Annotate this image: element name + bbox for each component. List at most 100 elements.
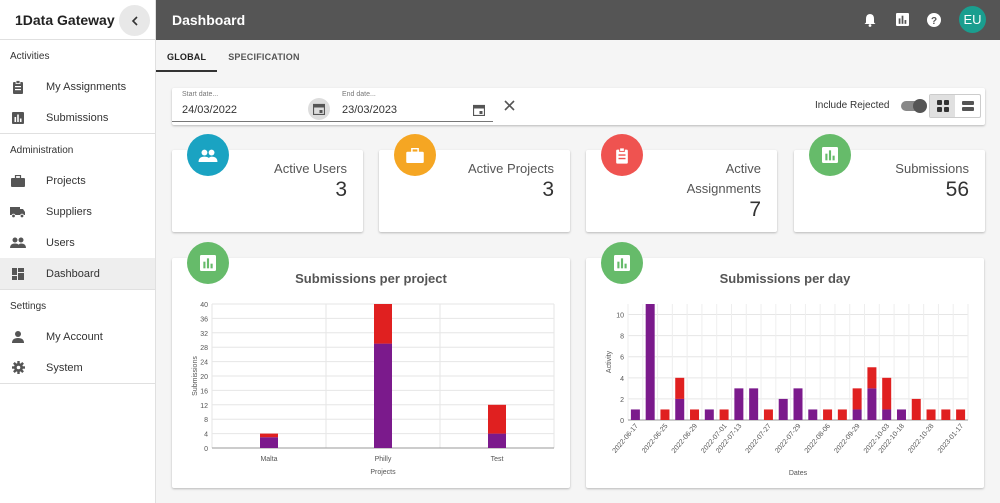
submissions-per-day-chart: 0 2 4 6 8 10 2022-06-17 2022-06-25 2022-06-29 202…	[606, 304, 969, 477]
sidebar-item-label: My Account	[46, 330, 103, 343]
bar-segment	[852, 388, 862, 410]
x-tick-label: 2023-01-17	[937, 423, 965, 455]
include-rejected-toggle[interactable]	[901, 99, 927, 113]
sidebar-item-submissions[interactable]: Submissions	[0, 102, 155, 133]
bar-segment	[793, 388, 803, 420]
view-mode-toggle	[929, 94, 981, 118]
start-calendar-icon[interactable]	[308, 98, 330, 120]
stat-value: 56	[945, 178, 969, 201]
end-date-label: End date...	[342, 91, 376, 98]
bar-segment	[867, 388, 877, 420]
include-rejected-label: Include Rejected	[815, 100, 890, 111]
sidebar-section-activities: Activities	[10, 51, 50, 62]
sidebar-item-label: Projects	[46, 174, 86, 187]
start-date-field[interactable]: Start date... 24/03/2022	[172, 88, 333, 122]
y-axis-title: Submissions	[192, 356, 199, 396]
brand-title: 1Data Gateway	[15, 11, 115, 28]
user-avatar[interactable]: EU	[959, 6, 986, 33]
svg-text:?: ?	[931, 16, 937, 27]
bar-segment	[763, 409, 773, 420]
sidebar-item-projects[interactable]: Projects	[0, 165, 155, 196]
dashboard-icon	[10, 266, 26, 282]
y-tick-label: 10	[616, 313, 624, 320]
sidebar-item-my-account[interactable]: My Account	[0, 321, 155, 352]
y-tick-label: 28	[200, 345, 208, 352]
sidebar-item-system[interactable]: System	[0, 352, 155, 383]
bar-segment	[260, 437, 278, 448]
list-view-button[interactable]	[955, 95, 980, 117]
x-tick-label: 2022-07-27	[745, 423, 773, 455]
y-tick-label: 8	[204, 417, 208, 424]
people-icon	[10, 235, 26, 251]
grid-icon	[936, 100, 949, 112]
x-tick-label: 2022-09-29	[833, 423, 861, 455]
bar-segment	[630, 409, 640, 420]
bar-segment	[749, 388, 759, 420]
y-tick-label: 12	[200, 403, 208, 410]
reports-chart-icon[interactable]	[891, 9, 913, 31]
sidebar-item-suppliers[interactable]: Suppliers	[0, 196, 155, 227]
tab-specification[interactable]: SPECIFICATION	[228, 52, 300, 62]
bar-segment	[645, 304, 655, 420]
sidebar-section-administration: Administration	[10, 145, 74, 156]
stat-title: Active Users	[274, 161, 347, 176]
bar-segment	[882, 377, 892, 410]
clipboard-icon	[10, 79, 26, 95]
stat-title: Submissions	[895, 161, 969, 176]
y-tick-label: 0	[620, 418, 624, 425]
collapse-sidebar-button[interactable]	[119, 5, 150, 36]
bar-segment	[956, 409, 966, 420]
bar-segment	[374, 304, 392, 344]
x-tick-label: 2022-06-25	[641, 423, 669, 455]
bar-segment	[882, 409, 892, 420]
date-filter-bar: Start date... 24/03/2022 End date... 23/…	[172, 88, 985, 125]
stat-title-line-2: Assignments	[686, 181, 761, 196]
y-tick-label: 16	[200, 388, 208, 395]
sidebar-item-dashboard[interactable]: Dashboard	[0, 258, 155, 289]
briefcase-icon	[10, 173, 26, 189]
bar-segment	[911, 398, 921, 420]
stat-value: 3	[542, 178, 554, 201]
y-tick-label: 4	[620, 376, 624, 383]
chart-title: Submissions per day	[719, 271, 851, 286]
bar-segment	[808, 409, 818, 420]
sidebar-item-my-assignments[interactable]: My Assignments	[0, 71, 155, 102]
stat-title-line-1: Active	[725, 161, 761, 176]
sidebar: 1Data Gateway Activities My Assignments …	[0, 0, 156, 503]
x-tick-label: 2022-07-29	[774, 423, 802, 455]
bar-segment	[488, 433, 506, 448]
bar-segment	[675, 398, 685, 420]
y-tick-label: 0	[204, 446, 208, 453]
end-calendar-icon[interactable]	[470, 101, 488, 119]
sidebar-item-label: System	[46, 361, 83, 374]
stat-value: 7	[749, 198, 761, 221]
y-tick-label: 4	[204, 432, 208, 439]
bar-segment	[704, 409, 714, 420]
x-axis-title: Dates	[789, 470, 808, 477]
bar-segment	[941, 409, 951, 420]
bar-segment	[690, 409, 700, 420]
clear-dates-icon[interactable]	[504, 98, 515, 114]
notifications-bell-icon[interactable]	[859, 9, 881, 31]
truck-icon	[10, 204, 26, 220]
grid-view-button[interactable]	[930, 95, 955, 117]
x-tick-label: 2022-06-17	[612, 423, 640, 455]
bar-segment	[374, 343, 392, 448]
x-tick-label: Philly	[375, 456, 392, 463]
x-tick-label: Test	[491, 456, 504, 463]
users-icon	[187, 134, 229, 176]
tab-global[interactable]: GLOBAL	[156, 40, 218, 72]
bar-segment	[488, 404, 506, 434]
sidebar-item-label: My Assignments	[46, 80, 127, 93]
start-date-label: Start date...	[182, 91, 219, 98]
help-icon[interactable]: ?	[923, 9, 945, 31]
x-tick-label: Malta	[260, 456, 277, 463]
bar-segment	[867, 367, 877, 389]
sidebar-item-users[interactable]: Users	[0, 227, 155, 258]
bar-segment	[823, 409, 833, 420]
bar-segment	[896, 409, 906, 420]
end-date-field[interactable]: End date... 23/03/2023	[332, 88, 493, 122]
y-tick-label: 8	[620, 334, 624, 341]
x-tick-label: 2022-08-06	[804, 423, 832, 455]
y-tick-label: 36	[200, 316, 208, 323]
